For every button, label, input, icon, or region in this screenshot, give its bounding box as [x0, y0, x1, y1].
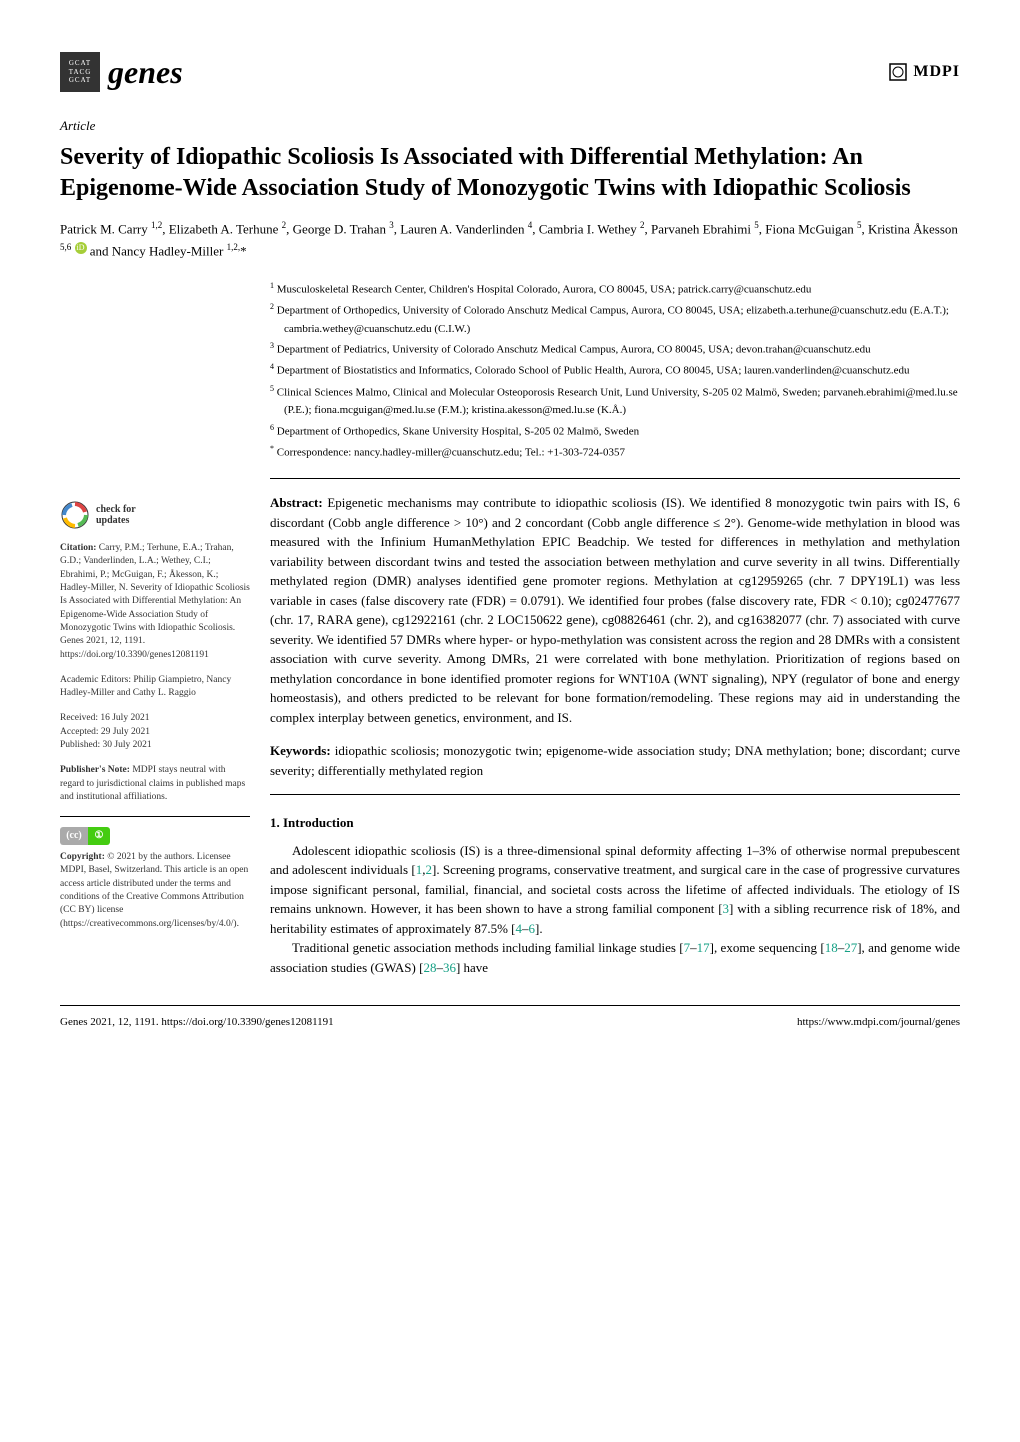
editors-block: Academic Editors: Philip Giampietro, Nan…: [60, 674, 250, 701]
footer-right: https://www.mdpi.com/journal/genes: [797, 1014, 960, 1031]
ref-link[interactable]: 36: [443, 960, 456, 975]
keywords: Keywords: idiopathic scoliosis; monozygo…: [270, 741, 960, 780]
paragraph: Adolescent idiopathic scoliosis (IS) is …: [270, 841, 960, 939]
cc-badge: (cc) ①: [60, 827, 250, 845]
logo-icon: GCAT TACG GCAT: [60, 52, 100, 92]
body-text: Adolescent idiopathic scoliosis (IS) is …: [270, 841, 960, 978]
paragraph: Traditional genetic association methods …: [270, 938, 960, 977]
cc-icon: (cc): [60, 827, 88, 845]
check-updates-icon: [60, 500, 90, 530]
introduction-section: 1. Introduction Adolescent idiopathic sc…: [270, 813, 960, 977]
abstract: Abstract: Epigenetic mechanisms may cont…: [270, 478, 960, 727]
article-type: Article: [60, 116, 960, 136]
ref-link[interactable]: 18: [825, 940, 838, 955]
dates-block: Received: 16 July 2021 Accepted: 29 July…: [60, 712, 250, 752]
footer: Genes 2021, 12, 1191. https://doi.org/10…: [60, 1005, 960, 1031]
affiliation-item: 3 Department of Pediatrics, University o…: [270, 340, 960, 359]
citation-block: Citation: Carry, P.M.; Terhune, E.A.; Tr…: [60, 542, 250, 662]
publisher-note-block: Publisher's Note: MDPI stays neutral wit…: [60, 764, 250, 804]
publisher-logo: MDPI: [888, 60, 960, 84]
journal-name: genes: [108, 48, 183, 96]
article-title: Severity of Idiopathic Scoliosis Is Asso…: [60, 142, 960, 204]
by-icon: ①: [88, 827, 110, 845]
ref-link[interactable]: 28: [423, 960, 436, 975]
journal-logo: GCAT TACG GCAT genes: [60, 48, 183, 96]
check-updates-label: check forupdates: [96, 504, 136, 526]
footer-left: Genes 2021, 12, 1191. https://doi.org/10…: [60, 1014, 334, 1031]
affiliation-item: 1 Musculoskeletal Research Center, Child…: [270, 280, 960, 299]
affiliation-item: * Correspondence: nancy.hadley-miller@cu…: [270, 443, 960, 462]
affiliation-item: 6 Department of Orthopedics, Skane Unive…: [270, 422, 960, 441]
copyright-block: Copyright: © 2021 by the authors. Licens…: [60, 851, 250, 931]
check-updates[interactable]: check forupdates: [60, 500, 250, 530]
affiliation-item: 5 Clinical Sciences Malmo, Clinical and …: [270, 383, 960, 420]
main-content: 1 Musculoskeletal Research Center, Child…: [270, 280, 960, 977]
header: GCAT TACG GCAT genes MDPI: [60, 48, 960, 96]
authors: Patrick M. Carry 1,2, Elizabeth A. Terhu…: [60, 218, 960, 262]
affiliations: 1 Musculoskeletal Research Center, Child…: [270, 280, 960, 462]
section-divider: [270, 794, 960, 795]
ref-link[interactable]: 27: [844, 940, 857, 955]
affiliation-item: 4 Department of Biostatistics and Inform…: [270, 361, 960, 380]
ref-link[interactable]: 17: [697, 940, 710, 955]
section-heading: 1. Introduction: [270, 813, 960, 833]
sidebar-divider: [60, 816, 250, 817]
sidebar: check forupdates Citation: Carry, P.M.; …: [60, 280, 250, 977]
affiliation-item: 2 Department of Orthopedics, University …: [270, 301, 960, 338]
